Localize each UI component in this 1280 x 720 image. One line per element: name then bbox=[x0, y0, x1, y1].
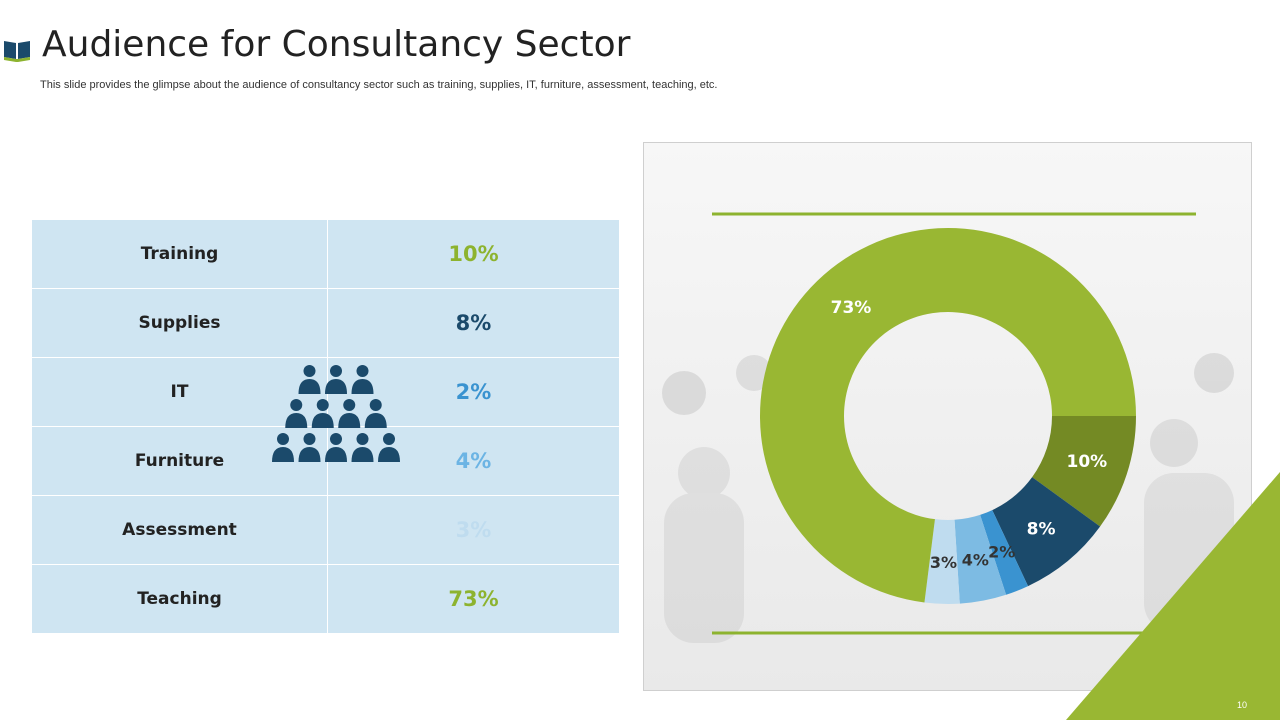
data-label-supplies: 8% bbox=[1027, 519, 1056, 539]
person-icon bbox=[338, 399, 361, 428]
donut-slice-supplies bbox=[992, 477, 1101, 587]
person-icon bbox=[285, 399, 308, 428]
person-icon bbox=[311, 399, 334, 428]
table-row: Supplies 8% bbox=[31, 288, 620, 358]
person-icon bbox=[351, 433, 374, 462]
people-group-icon bbox=[272, 365, 400, 462]
audience-silhouettes bbox=[662, 353, 1234, 643]
donut-slice-training bbox=[1032, 416, 1136, 527]
row-label: Supplies bbox=[31, 288, 328, 358]
person-icon bbox=[378, 433, 400, 462]
data-label-furniture: 4% bbox=[962, 550, 989, 569]
person-icon bbox=[325, 365, 347, 394]
page-subtitle: This slide provides the glimpse about th… bbox=[40, 79, 718, 91]
data-label-assessment: 3% bbox=[930, 553, 957, 572]
person-icon bbox=[298, 433, 321, 462]
person-icon bbox=[272, 433, 294, 462]
row-label: Training bbox=[31, 219, 328, 289]
book-icon bbox=[4, 41, 30, 62]
donut-chart: 10% 8% 2%4% 3% 73% bbox=[644, 143, 1251, 690]
table-row: Teaching 73% bbox=[31, 564, 620, 634]
person-icon bbox=[364, 399, 387, 428]
donut-slice-teaching bbox=[760, 228, 1136, 603]
person-icon bbox=[325, 433, 347, 462]
row-label: Assessment bbox=[31, 495, 328, 565]
row-label: Teaching bbox=[31, 564, 328, 634]
row-value: 3% bbox=[327, 495, 620, 565]
page-number: 10 bbox=[1237, 700, 1248, 710]
donut-slice-furniture bbox=[954, 514, 1007, 604]
row-value: 4% bbox=[327, 426, 620, 496]
green-corner-decoration bbox=[1066, 472, 1280, 720]
person-icon bbox=[351, 365, 374, 394]
page-title: Audience for Consultancy Sector bbox=[42, 24, 631, 65]
row-value: 73% bbox=[327, 564, 620, 634]
row-value: 10% bbox=[327, 219, 620, 289]
donut-slice-it bbox=[980, 510, 1029, 595]
donut-slice-assessment bbox=[924, 519, 960, 604]
person-icon bbox=[298, 365, 321, 394]
data-label-teaching: 73% bbox=[831, 298, 872, 318]
row-value: 8% bbox=[327, 288, 620, 358]
chart-panel: 10% 8% 2% 4% 3% 73% bbox=[643, 142, 1252, 691]
table-row: Training 10% bbox=[31, 219, 620, 289]
data-label-training: 10% bbox=[1067, 452, 1108, 472]
data-label-it: 2% bbox=[988, 543, 1015, 562]
table-row: Assessment 3% bbox=[31, 495, 620, 565]
